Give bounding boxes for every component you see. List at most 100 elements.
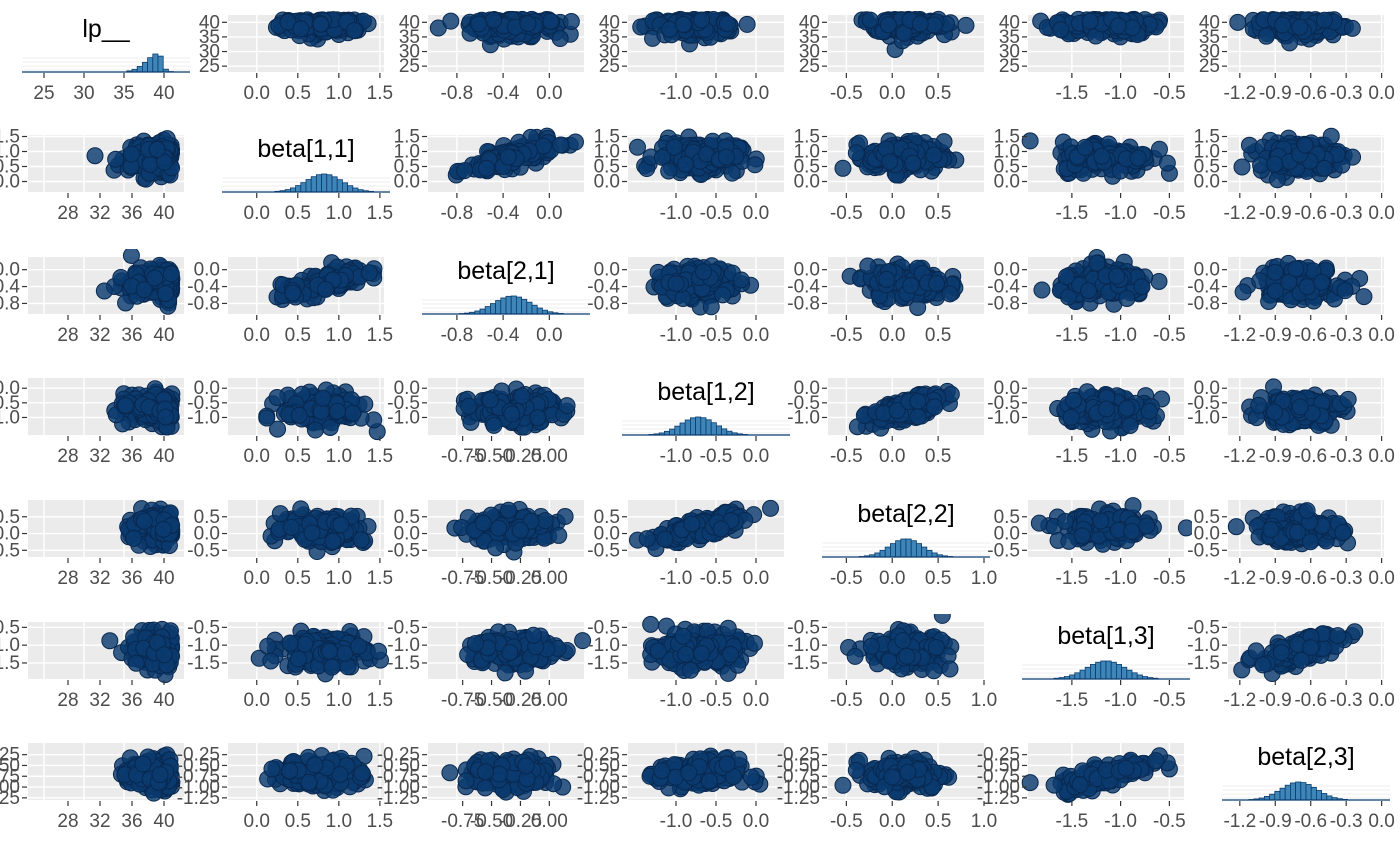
y-tick-label: -1.0 <box>0 407 20 428</box>
panel-title: beta[2,1] <box>457 257 554 285</box>
y-tick-label: 0.0 <box>1194 378 1220 399</box>
scatter-point <box>1257 27 1275 45</box>
scatter-point <box>738 15 756 33</box>
y-tick-label: 0.5 <box>394 157 420 178</box>
x-tick-label: -0.5 <box>830 446 863 467</box>
histogram-bar <box>684 419 691 436</box>
scatter-points <box>1033 249 1168 313</box>
scatter-points <box>1233 127 1362 189</box>
panel-4-5: -1.0-0.50.0-0.5 0.0 0.5 <box>787 378 984 467</box>
scatter-point <box>693 11 711 29</box>
x-tick-label: 0.5 <box>925 83 951 104</box>
y-tick-label: 1.0 <box>994 142 1020 163</box>
scatter-point <box>499 148 517 166</box>
y-tick-label: 25 <box>399 56 420 77</box>
y-tick-label: 30 <box>799 42 820 63</box>
y-tick-label: 0.0 <box>194 260 220 281</box>
x-tick-label: -0.9 <box>1259 446 1292 467</box>
scatter-point <box>1065 391 1083 409</box>
x-tick-label: 36 <box>121 203 142 224</box>
scatter-point <box>86 147 104 165</box>
x-tick-label: -0.4 <box>487 203 520 224</box>
histogram-bar <box>141 61 148 73</box>
y-tick-label: 1.5 <box>394 127 420 148</box>
histogram-bar <box>300 182 307 193</box>
y-tick-label: -0.8 <box>787 293 820 314</box>
scatter-point <box>1118 289 1136 307</box>
y-tick-label: -0.5 <box>987 393 1020 414</box>
scatter-point <box>1266 155 1284 173</box>
scatter-point <box>1233 158 1251 176</box>
x-tick-label: -0.5 <box>1153 446 1186 467</box>
scatter-point <box>477 159 495 177</box>
x-tick-label: 28 <box>57 203 78 224</box>
y-tick-label: 1.0 <box>0 142 20 163</box>
y-tick-label: 0.0 <box>0 260 20 281</box>
y-tick-label: 0.0 <box>794 260 820 281</box>
scatter-point <box>861 11 879 29</box>
x-tick-label: -0.50 <box>470 446 513 467</box>
scatter-point <box>926 398 944 416</box>
x-tick-label: 0.0 <box>536 203 562 224</box>
scatter-point <box>485 11 503 29</box>
scatter-point <box>146 269 164 287</box>
scatter-point <box>1313 273 1331 291</box>
y-tick-label: 25 <box>599 56 620 77</box>
scatter-point <box>360 264 378 282</box>
scatter-point <box>157 408 175 426</box>
scatter-point <box>834 159 852 177</box>
histogram-bar <box>341 182 348 193</box>
x-tick-label: -0.5 <box>830 203 863 224</box>
x-tick-label: -1.0 <box>660 83 693 104</box>
histogram-bar <box>516 296 523 315</box>
y-tick-label: 1.0 <box>594 142 620 163</box>
x-tick-label: -0.8 <box>441 203 474 224</box>
scatter-point <box>460 397 478 415</box>
histogram-bar <box>289 187 296 193</box>
panel-4-7: -1.0-0.50.0-1.2 -0.9 -0.6 -0.3 0.0 <box>1187 378 1395 467</box>
scatter-point <box>909 408 927 426</box>
scatter-point <box>879 16 897 34</box>
y-tick-label: 35 <box>599 27 620 48</box>
y-tick-label: 0.0 <box>594 172 620 193</box>
panel-2-7: 0.00.51.01.5-1.2 -0.9 -0.6 -0.3 0.0 <box>1194 127 1395 225</box>
histogram-bar <box>157 55 164 73</box>
scatter-points <box>258 381 386 441</box>
x-tick-label: 0.0 <box>879 83 905 104</box>
scatter-point <box>258 409 276 427</box>
scatter-point <box>122 249 140 264</box>
scatter-point <box>1234 283 1252 301</box>
x-tick-label: -0.5 <box>830 83 863 104</box>
scatter-points <box>848 382 960 437</box>
scatter-points <box>455 380 576 436</box>
x-tick-label: -1.0 <box>660 203 693 224</box>
y-tick-label: 0.0 <box>394 378 420 399</box>
y-tick-label: 30 <box>1199 42 1220 63</box>
y-tick-label: 1.5 <box>594 127 620 148</box>
x-tick-label: -0.9 <box>1259 83 1292 104</box>
histogram-bar <box>495 300 502 315</box>
x-tick-label: -0.5 <box>1153 203 1186 224</box>
scatter-point <box>513 387 531 405</box>
scatter-point <box>667 275 685 293</box>
panel-2-3: 0.00.51.01.5-0.8 -0.4 0.0 <box>394 127 584 224</box>
y-tick-label: 0.0 <box>394 172 420 193</box>
x-tick-label: -1.0 <box>1104 203 1137 224</box>
histogram-bar <box>695 416 702 436</box>
scatter-point <box>95 282 113 300</box>
y-tick-label: -0.5 <box>0 540 20 561</box>
histogram-bar <box>705 419 712 436</box>
scatter-point <box>881 153 899 171</box>
y-tick-label: 0.0 <box>794 172 820 193</box>
x-tick-label: -0.5 <box>1153 83 1186 104</box>
y-tick-label: 25 <box>1199 56 1220 77</box>
x-tick-label: -1.0 <box>1104 325 1137 346</box>
x-tick-label: -0.5 <box>830 325 863 346</box>
y-tick-label: 0.0 <box>194 378 220 399</box>
x-tick-label: -0.3 <box>1330 203 1363 224</box>
